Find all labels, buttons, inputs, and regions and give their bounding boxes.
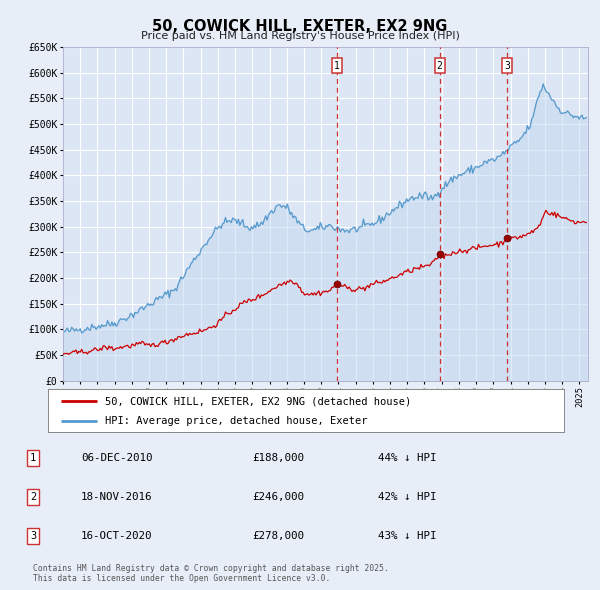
Text: 50, COWICK HILL, EXETER, EX2 9NG: 50, COWICK HILL, EXETER, EX2 9NG <box>152 19 448 34</box>
Text: 06-DEC-2010: 06-DEC-2010 <box>81 453 152 463</box>
Text: £188,000: £188,000 <box>252 453 304 463</box>
Text: £278,000: £278,000 <box>252 531 304 541</box>
Text: Price paid vs. HM Land Registry's House Price Index (HPI): Price paid vs. HM Land Registry's House … <box>140 31 460 41</box>
Text: 3: 3 <box>30 531 36 541</box>
Text: 43% ↓ HPI: 43% ↓ HPI <box>378 531 437 541</box>
Text: 3: 3 <box>504 61 510 71</box>
Text: 42% ↓ HPI: 42% ↓ HPI <box>378 492 437 502</box>
Text: 1: 1 <box>30 453 36 463</box>
Text: HPI: Average price, detached house, Exeter: HPI: Average price, detached house, Exet… <box>105 416 367 426</box>
Text: 18-NOV-2016: 18-NOV-2016 <box>81 492 152 502</box>
Text: 2: 2 <box>437 61 443 71</box>
Text: 44% ↓ HPI: 44% ↓ HPI <box>378 453 437 463</box>
Text: 50, COWICK HILL, EXETER, EX2 9NG (detached house): 50, COWICK HILL, EXETER, EX2 9NG (detach… <box>105 396 411 407</box>
Text: 2: 2 <box>30 492 36 502</box>
Text: Contains HM Land Registry data © Crown copyright and database right 2025.
This d: Contains HM Land Registry data © Crown c… <box>33 563 389 583</box>
Text: 16-OCT-2020: 16-OCT-2020 <box>81 531 152 541</box>
Text: £246,000: £246,000 <box>252 492 304 502</box>
Text: 1: 1 <box>334 61 340 71</box>
